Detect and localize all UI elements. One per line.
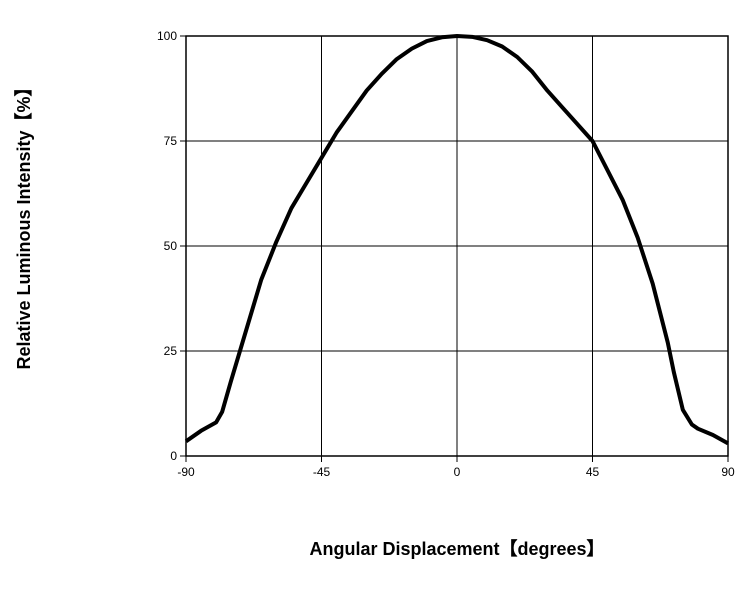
y-tick-label: 100 — [157, 29, 177, 43]
y-tick-label: 75 — [164, 134, 178, 148]
y-tick-label: 50 — [164, 239, 178, 253]
y-tick-label: 25 — [164, 344, 178, 358]
data-line — [184, 34, 729, 446]
y-tick-label: 0 — [170, 449, 177, 463]
y-axis-label: Relative Luminous Intensity【%】 — [14, 78, 34, 369]
x-tick-label: 45 — [586, 465, 600, 479]
x-tick-label: -45 — [313, 465, 331, 479]
x-tick-label: 90 — [721, 465, 735, 479]
x-tick-label: -90 — [177, 465, 195, 479]
x-tick-label: 0 — [454, 465, 461, 479]
x-axis-label: Angular Displacement【degrees】 — [309, 539, 604, 559]
